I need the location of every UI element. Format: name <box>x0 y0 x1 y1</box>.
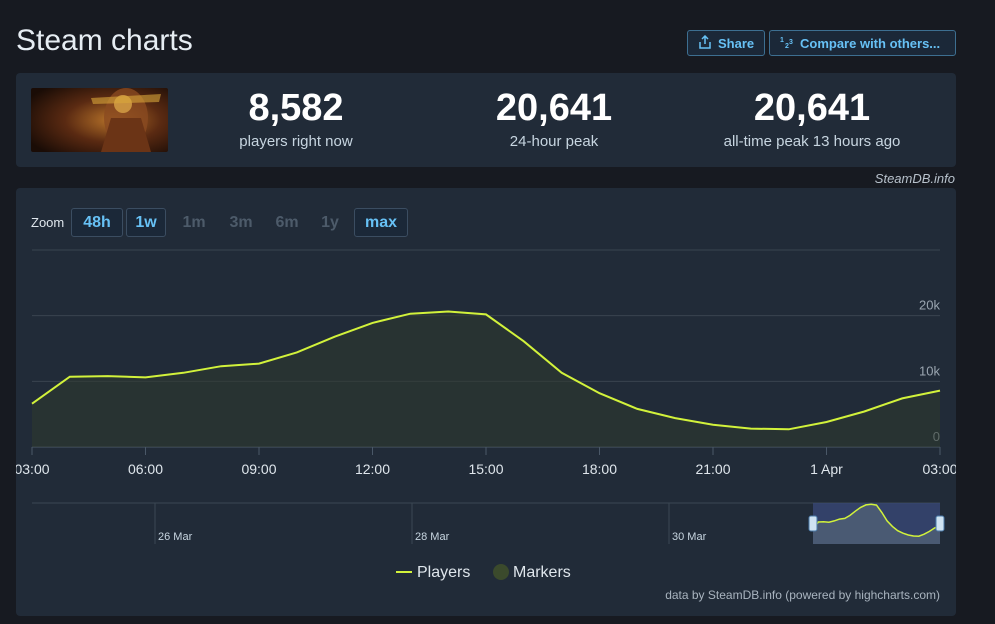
page-title: Steam charts <box>16 24 193 57</box>
x-tick-label: 06:00 <box>128 461 163 477</box>
x-tick-label: 12:00 <box>355 461 390 477</box>
share-icon <box>698 34 712 52</box>
game-thumbnail[interactable] <box>31 88 168 152</box>
stats-panel: 8,582 players right now 20,641 24-hour p… <box>16 73 956 167</box>
navigator-date-label: 30 Mar <box>672 531 707 543</box>
navigator-left-handle[interactable] <box>808 515 818 532</box>
navigator-line <box>812 503 941 537</box>
navigator-area <box>813 504 940 544</box>
zoom-max-button[interactable]: max <box>354 208 408 237</box>
x-tick-label: 1 Apr <box>810 461 843 477</box>
stat-all-time-peak: 20,641 all-time peak 13 hours ago <box>702 87 922 150</box>
legend-players-label[interactable]: Players <box>417 564 470 581</box>
chart-credit[interactable]: data by SteamDB.info (powered by highcha… <box>665 588 940 602</box>
y-tick-label: 20k <box>919 298 940 313</box>
legend-markers-swatch[interactable] <box>493 564 509 580</box>
zoom-1m-button[interactable]: 1m <box>182 213 206 231</box>
x-tick-label: 21:00 <box>695 461 730 477</box>
peak24-label: 24-hour peak <box>509 133 599 150</box>
chart-panel: Zoom 010k20k03:0006:0009:0012:0015:0018:… <box>16 188 956 616</box>
stat-players-now: 8,582 players right now <box>186 87 406 150</box>
zoom-label: Zoom <box>31 215 65 230</box>
compare-label: Compare with others... <box>800 35 941 51</box>
navigator-right-handle[interactable] <box>935 515 945 532</box>
zoom-48h-button[interactable]: 48h <box>71 208 123 237</box>
alltime-value: 20,641 <box>753 87 871 129</box>
x-tick-label: 03:00 <box>16 461 50 477</box>
players-now-label: players right now <box>239 133 353 150</box>
x-tick-label: 03:00 <box>922 461 956 477</box>
steamdb-watermark: SteamDB.info <box>874 171 955 186</box>
x-tick-label: 15:00 <box>468 461 503 477</box>
zoom-6m-button[interactable]: 6m <box>275 213 299 231</box>
navigator-date-label: 28 Mar <box>415 531 450 543</box>
zoom-3m-button[interactable]: 3m <box>229 213 253 231</box>
peak24-value: 20,641 <box>495 87 613 129</box>
x-tick-label: 18:00 <box>582 461 617 477</box>
players-now-value: 8,582 <box>248 87 344 129</box>
stat-24h-peak: 20,641 24-hour peak <box>444 87 664 150</box>
share-label: Share <box>718 35 755 51</box>
players-chart[interactable]: 010k20k03:0006:0009:0012:0015:0018:0021:… <box>16 188 956 616</box>
svg-text:1: 1 <box>780 37 784 44</box>
players-area <box>32 311 940 447</box>
y-tick-label: 10k <box>919 363 940 378</box>
zoom-1y-button[interactable]: 1y <box>321 213 339 231</box>
players-line[interactable] <box>31 310 941 431</box>
svg-text:3: 3 <box>789 39 793 46</box>
x-tick-label: 09:00 <box>241 461 276 477</box>
svg-text:2: 2 <box>785 43 789 49</box>
legend-markers-label[interactable]: Markers <box>513 564 571 581</box>
navigator-date-label: 26 Mar <box>158 531 193 543</box>
alltime-label: all-time peak 13 hours ago <box>723 133 901 150</box>
share-button[interactable]: Share <box>687 30 765 56</box>
zoom-1w-button[interactable]: 1w <box>126 208 166 237</box>
